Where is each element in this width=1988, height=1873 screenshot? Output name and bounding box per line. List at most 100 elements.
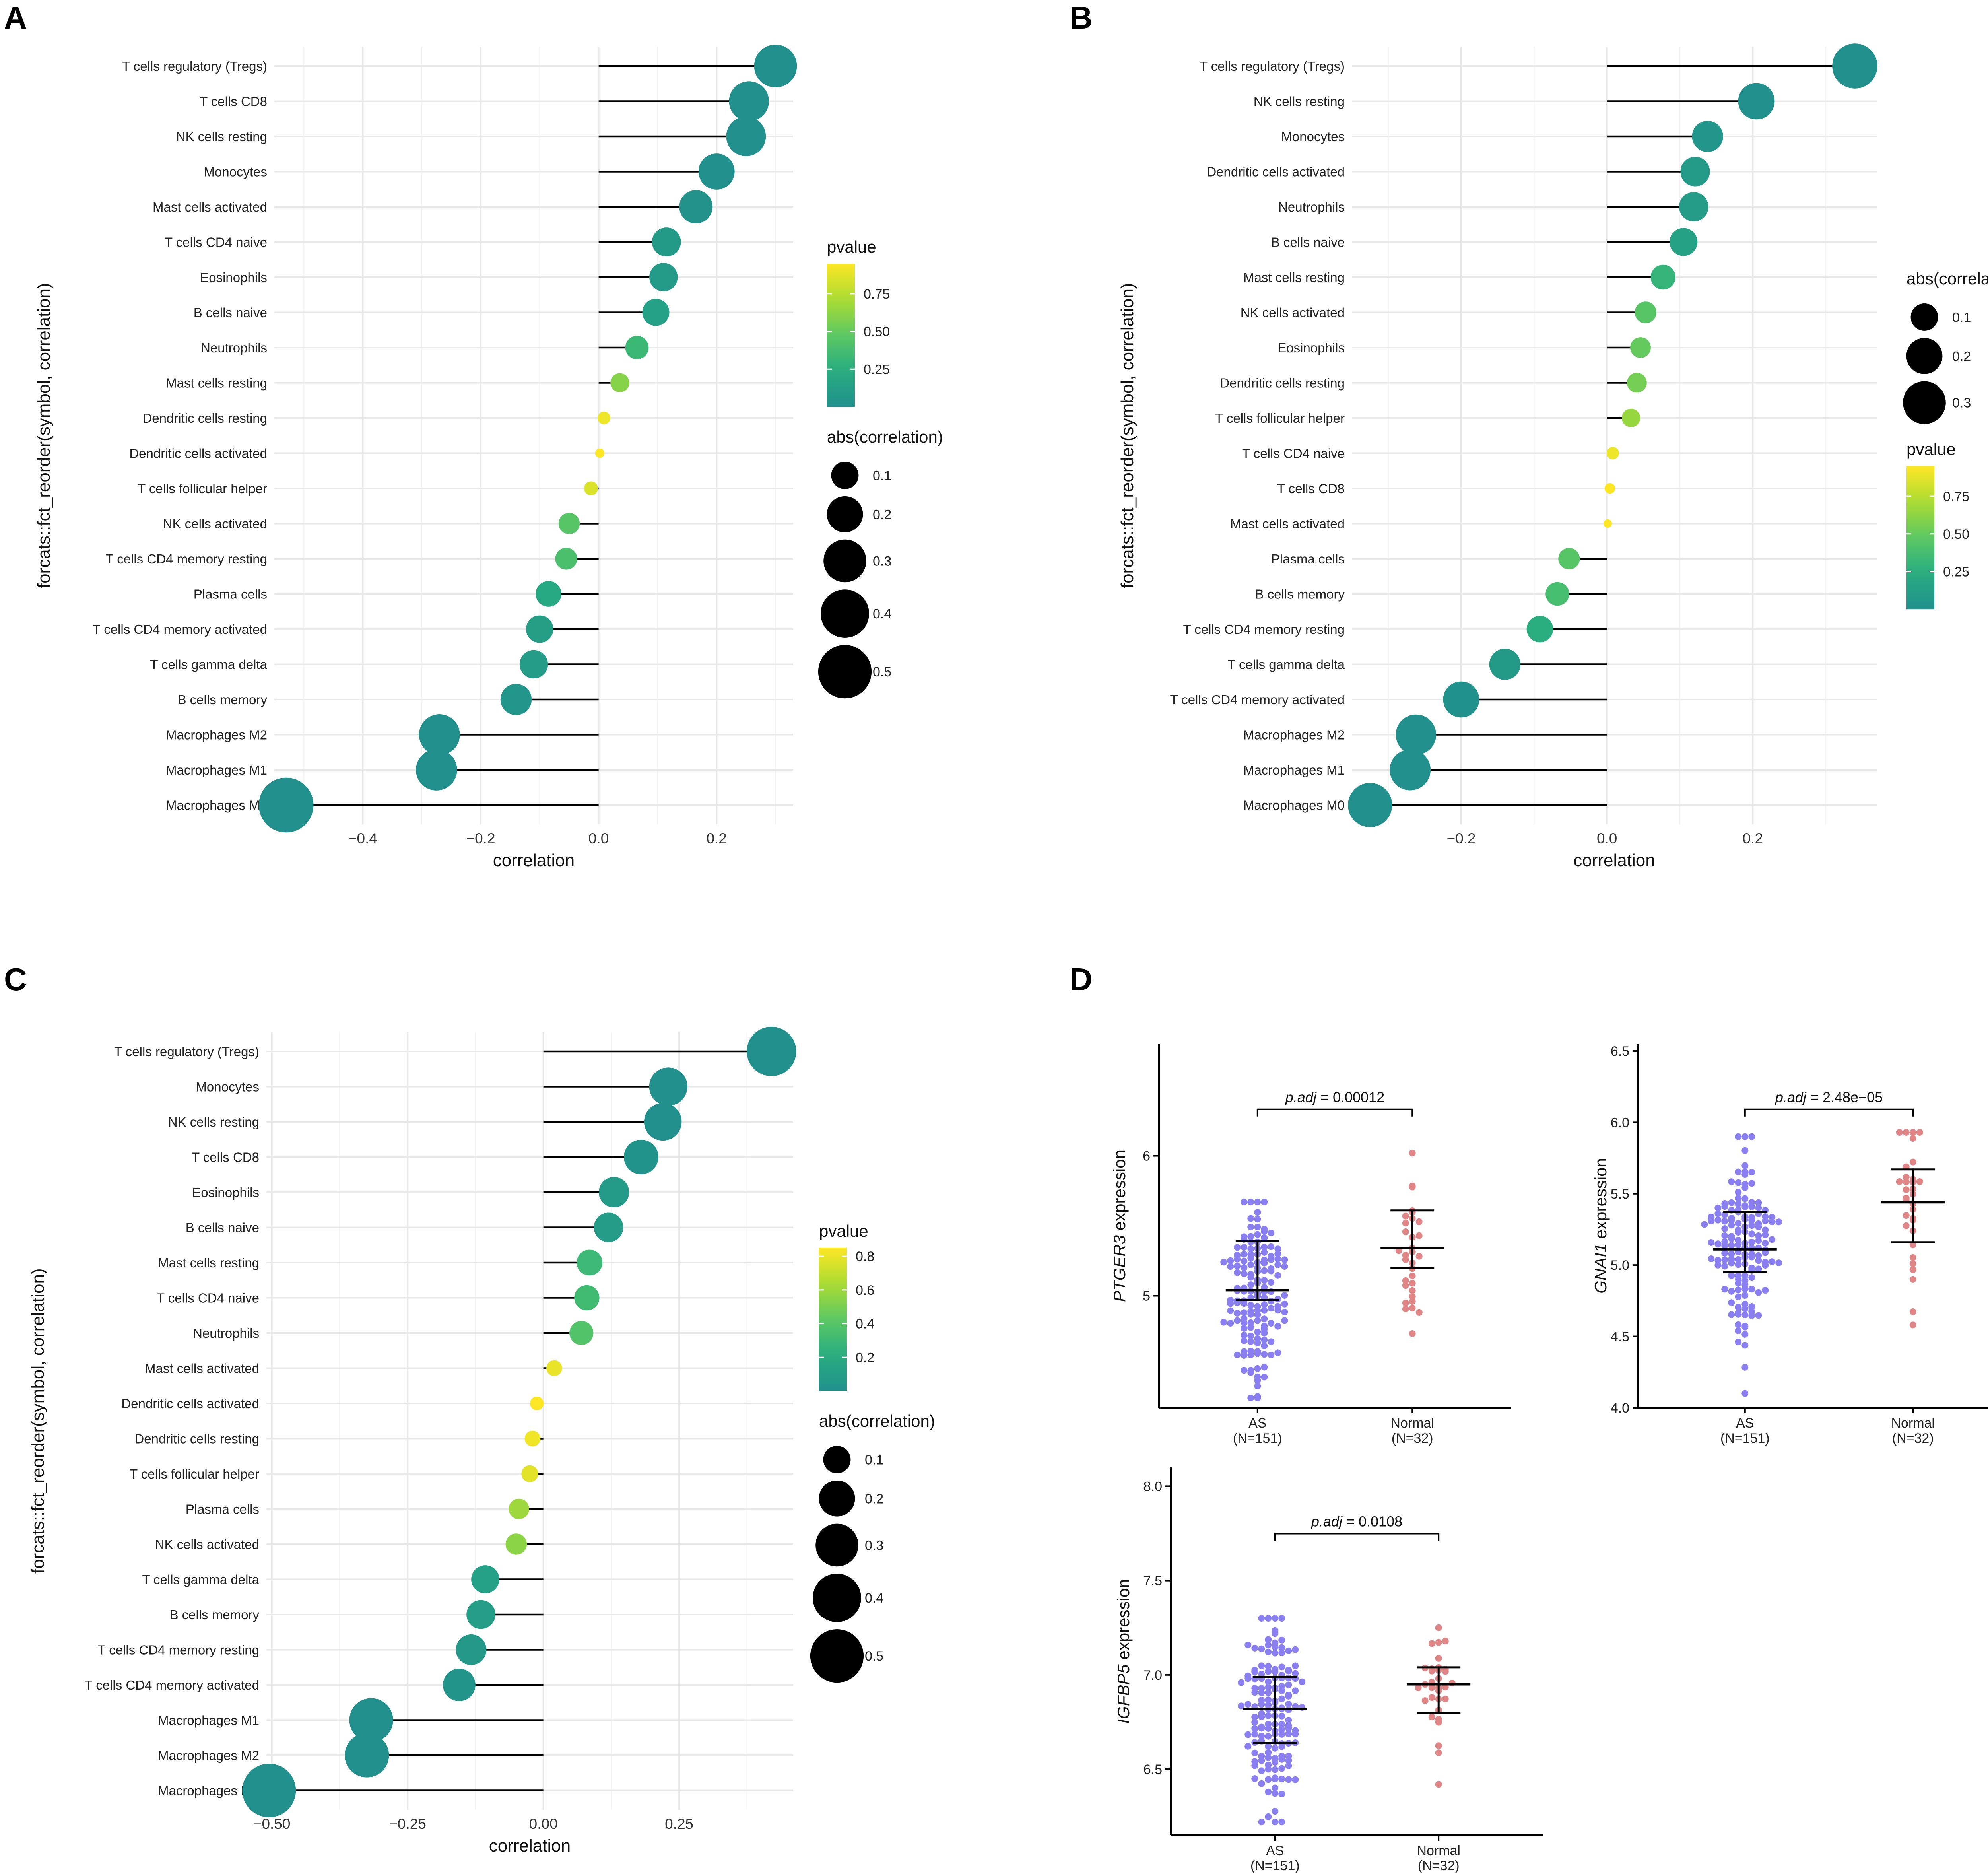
- expression-point: [1247, 1274, 1254, 1281]
- lollipop-point: [569, 1321, 594, 1345]
- expression-point: [1265, 1733, 1272, 1740]
- category-label: Macrophages M1: [1243, 763, 1345, 777]
- category-label: T cells CD4 memory resting: [98, 1643, 260, 1657]
- expression-point: [1254, 1365, 1261, 1372]
- category-label: Dendritic cells activated: [1207, 165, 1345, 179]
- expression-point: [1909, 1254, 1916, 1261]
- expression-point: [1435, 1624, 1442, 1631]
- expression-point: [1769, 1236, 1776, 1243]
- expression-point: [1903, 1129, 1910, 1136]
- y-axis-gene: GNAI1: [1591, 1243, 1610, 1294]
- expression-point: [1755, 1289, 1762, 1296]
- category-label: T cells follicular helper: [138, 481, 267, 496]
- category-label: NK cells activated: [1241, 305, 1345, 320]
- expression-point: [1274, 1349, 1281, 1356]
- expression-point: [1258, 1689, 1265, 1696]
- group-label: Normal: [1390, 1416, 1434, 1431]
- lollipop-point: [1396, 714, 1437, 755]
- lollipop-point: [1489, 649, 1521, 680]
- x-axis-title: correlation: [1573, 851, 1655, 870]
- category-label: Dendritic cells resting: [134, 1432, 259, 1446]
- size-legend-label: 0.3: [1952, 395, 1971, 410]
- y-tick-label: 5: [1143, 1288, 1150, 1304]
- expression-point: [1247, 1351, 1254, 1358]
- expression-point: [1241, 1244, 1248, 1251]
- expression-point: [1220, 1259, 1227, 1266]
- expression-point: [1755, 1265, 1762, 1273]
- lollipop-point: [521, 1465, 538, 1482]
- expression-point: [1735, 1272, 1742, 1279]
- lollipop-point: [594, 1212, 623, 1242]
- group-n-label: (N=32): [1892, 1431, 1934, 1446]
- colorbar-label: 0.75: [1943, 489, 1969, 504]
- y-tick-label: 4.0: [1611, 1401, 1629, 1416]
- y-tick-label: 7.5: [1143, 1574, 1162, 1589]
- expression-point: [1714, 1241, 1722, 1248]
- lollipop-point: [595, 448, 605, 458]
- category-label: T cells CD4 memory activated: [1170, 692, 1345, 707]
- expression-point: [1268, 1279, 1275, 1286]
- expression-point: [1735, 1286, 1742, 1294]
- expression-point: [1741, 1272, 1749, 1279]
- lollipop-point: [456, 1634, 487, 1665]
- expression-point: [1247, 1332, 1254, 1339]
- expression-point: [1278, 1726, 1285, 1733]
- expression-point: [1272, 1766, 1279, 1773]
- category-label: Macrophages M1: [166, 763, 267, 777]
- expression-point: [1402, 1282, 1409, 1289]
- lollipop-point: [1606, 447, 1619, 459]
- lollipop-point: [466, 1600, 495, 1629]
- expression-point: [1735, 1229, 1742, 1236]
- expression-point: [1435, 1639, 1442, 1646]
- expression-point: [1227, 1319, 1234, 1327]
- expression-point: [1227, 1307, 1234, 1314]
- expression-point: [1247, 1223, 1254, 1230]
- expression-point: [1435, 1742, 1442, 1749]
- expression-point: [1409, 1183, 1416, 1190]
- colorbar-label: 0.8: [856, 1249, 874, 1264]
- expression-point: [1728, 1288, 1735, 1295]
- size-legend-label: 0.5: [873, 664, 891, 680]
- lollipop-point: [1443, 681, 1479, 718]
- category-label: Macrophages M2: [1243, 728, 1345, 742]
- x-tick-label: −0.2: [1446, 830, 1475, 847]
- lollipop-point: [258, 777, 314, 833]
- lollipop-point: [419, 714, 460, 755]
- expression-point: [1721, 1218, 1728, 1225]
- category-label: T cells CD4 naive: [1242, 446, 1345, 461]
- category-label: NK cells activated: [163, 517, 267, 531]
- category-label: T cells CD8: [192, 1150, 259, 1165]
- category-label: NK cells resting: [168, 1115, 259, 1129]
- lollipop-point: [1738, 83, 1775, 120]
- expression-point: [1735, 1168, 1742, 1175]
- x-tick-label: 0.00: [529, 1816, 558, 1832]
- expression-point: [1227, 1257, 1234, 1264]
- lollipop-point: [555, 548, 577, 570]
- expression-point: [1285, 1717, 1292, 1724]
- category-label: Dendritic cells resting: [142, 411, 267, 426]
- legend-size-title: abs(correlation): [1906, 269, 1988, 288]
- expression-point: [1234, 1262, 1241, 1269]
- group-n-label: (N=151): [1233, 1431, 1282, 1446]
- category-label: Monocytes: [196, 1080, 259, 1094]
- expression-point: [1285, 1762, 1292, 1770]
- size-legend-dot: [818, 645, 872, 699]
- lollipop-point: [1650, 264, 1676, 290]
- expression-point: [1428, 1684, 1435, 1691]
- lollipop-point: [729, 81, 769, 121]
- size-legend-dot: [810, 1629, 864, 1683]
- expression-point: [1274, 1261, 1281, 1268]
- lollipop-point: [642, 299, 670, 326]
- x-tick-label: −0.2: [466, 830, 495, 847]
- expression-point: [1714, 1257, 1722, 1264]
- panel-label-d: D: [1070, 962, 1093, 997]
- expression-point: [1708, 1255, 1715, 1263]
- lollipop-point: [349, 1698, 393, 1742]
- expression-point: [1721, 1286, 1728, 1293]
- expression-point: [1903, 1174, 1910, 1181]
- expression-point: [1278, 1663, 1285, 1671]
- expression-point: [1234, 1317, 1241, 1324]
- expression-point: [1241, 1257, 1248, 1265]
- expression-point: [1241, 1300, 1248, 1307]
- expression-point: [1272, 1650, 1279, 1657]
